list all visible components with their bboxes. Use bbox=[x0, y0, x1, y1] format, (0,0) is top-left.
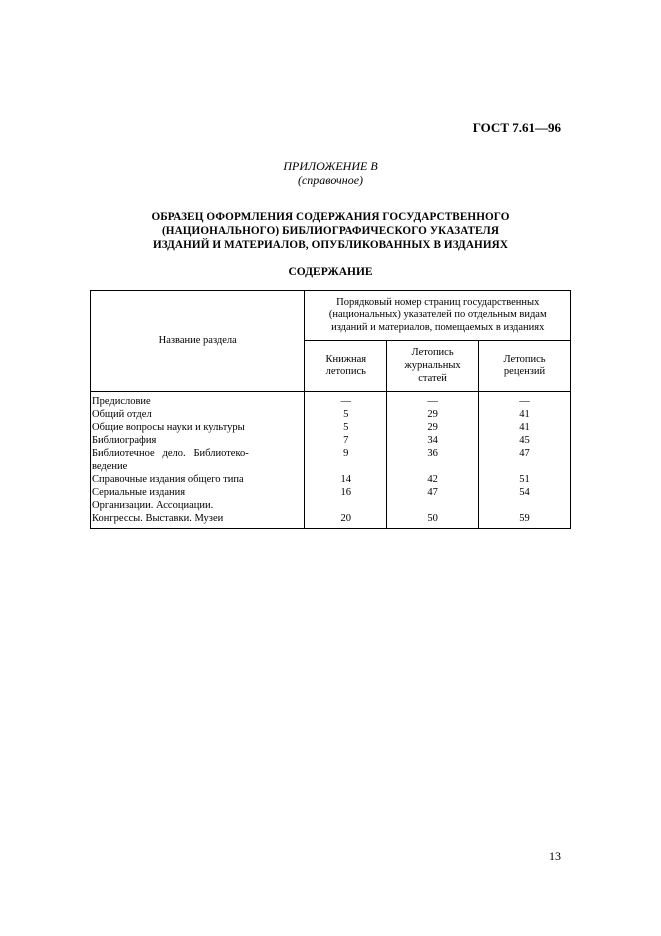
table-body: Предисловие———Общий отдел52941Общие вопр… bbox=[91, 392, 571, 529]
title-line2: (НАЦИОНАЛЬНОГО) БИБЛИОГРАФИЧЕСКОГО УКАЗА… bbox=[162, 225, 499, 237]
cell-name: Библиография bbox=[91, 434, 305, 447]
cell-value: — bbox=[305, 392, 387, 409]
contents-table: Название раздела Порядковый номер страни… bbox=[90, 290, 571, 530]
cell-value: 42 bbox=[387, 473, 479, 486]
cell-value: 41 bbox=[479, 408, 571, 421]
table-row: ведение bbox=[91, 460, 571, 473]
cell-value: 20 bbox=[305, 512, 387, 529]
page-number: 13 bbox=[549, 849, 561, 864]
cell-name: Сериальные издания bbox=[91, 486, 305, 499]
table-row: Библиотечное дело. Библиотеко-93647 bbox=[91, 447, 571, 460]
appendix-heading: ПРИЛОЖЕНИЕ В (справочное) bbox=[90, 160, 571, 188]
title-line1: ОБРАЗЕЦ ОФОРМЛЕНИЯ СОДЕРЖАНИЯ ГОСУДАРСТВ… bbox=[151, 211, 509, 223]
cell-value: — bbox=[387, 392, 479, 409]
table-row: Организации. Ассоциации. bbox=[91, 499, 571, 512]
cell-value: 41 bbox=[479, 421, 571, 434]
cell-value bbox=[305, 460, 387, 473]
table-row: Общий отдел52941 bbox=[91, 408, 571, 421]
cell-value bbox=[479, 499, 571, 512]
th-col2: Летопись журнальных статей bbox=[387, 341, 479, 392]
cell-value: 47 bbox=[479, 447, 571, 460]
table-row: Сериальные издания164754 bbox=[91, 486, 571, 499]
main-title: ОБРАЗЕЦ ОФОРМЛЕНИЯ СОДЕРЖАНИЯ ГОСУДАРСТВ… bbox=[90, 210, 571, 252]
th-supercolumn: Порядковый номер страниц государственных… bbox=[305, 290, 571, 341]
table-row: Справочные издания общего типа144251 bbox=[91, 473, 571, 486]
cell-name: Библиотечное дело. Библиотеко- bbox=[91, 447, 305, 460]
cell-value: 9 bbox=[305, 447, 387, 460]
cell-value: 36 bbox=[387, 447, 479, 460]
cell-name: Общий отдел bbox=[91, 408, 305, 421]
page: ГОСТ 7.61—96 ПРИЛОЖЕНИЕ В (справочное) О… bbox=[0, 0, 661, 936]
table-row: Общие вопросы науки и культуры52941 bbox=[91, 421, 571, 434]
cell-value: 14 bbox=[305, 473, 387, 486]
cell-name: Организации. Ассоциации. bbox=[91, 499, 305, 512]
cell-value: — bbox=[479, 392, 571, 409]
cell-value: 47 bbox=[387, 486, 479, 499]
cell-name: ведение bbox=[91, 460, 305, 473]
table-row: Библиография73445 bbox=[91, 434, 571, 447]
cell-value bbox=[387, 499, 479, 512]
cell-value: 7 bbox=[305, 434, 387, 447]
cell-value: 45 bbox=[479, 434, 571, 447]
th-section-name: Название раздела bbox=[91, 290, 305, 392]
appendix-line2: (справочное) bbox=[298, 173, 363, 187]
appendix-line1: ПРИЛОЖЕНИЕ В bbox=[283, 159, 377, 173]
cell-value bbox=[305, 499, 387, 512]
cell-value: 16 bbox=[305, 486, 387, 499]
cell-value: 29 bbox=[387, 421, 479, 434]
th-col3: Летопись рецензий bbox=[479, 341, 571, 392]
th-col1: Книжная летопись bbox=[305, 341, 387, 392]
table-row: Конгрессы. Выставки. Музеи205059 bbox=[91, 512, 571, 529]
cell-value: 5 bbox=[305, 421, 387, 434]
cell-value: 54 bbox=[479, 486, 571, 499]
cell-value: 34 bbox=[387, 434, 479, 447]
cell-name: Предисловие bbox=[91, 392, 305, 409]
cell-value bbox=[387, 460, 479, 473]
cell-value: 29 bbox=[387, 408, 479, 421]
title-line3: ИЗДАНИЙ И МАТЕРИАЛОВ, ОПУБЛИКОВАННЫХ В И… bbox=[153, 239, 508, 251]
cell-value: 50 bbox=[387, 512, 479, 529]
cell-value: 5 bbox=[305, 408, 387, 421]
cell-name: Общие вопросы науки и культуры bbox=[91, 421, 305, 434]
cell-name: Конгрессы. Выставки. Музеи bbox=[91, 512, 305, 529]
cell-value bbox=[479, 460, 571, 473]
cell-value: 59 bbox=[479, 512, 571, 529]
cell-value: 51 bbox=[479, 473, 571, 486]
cell-name: Справочные издания общего типа bbox=[91, 473, 305, 486]
document-code: ГОСТ 7.61—96 bbox=[473, 120, 561, 136]
contents-label: СОДЕРЖАНИЕ bbox=[90, 266, 571, 278]
table-row: Предисловие——— bbox=[91, 392, 571, 409]
